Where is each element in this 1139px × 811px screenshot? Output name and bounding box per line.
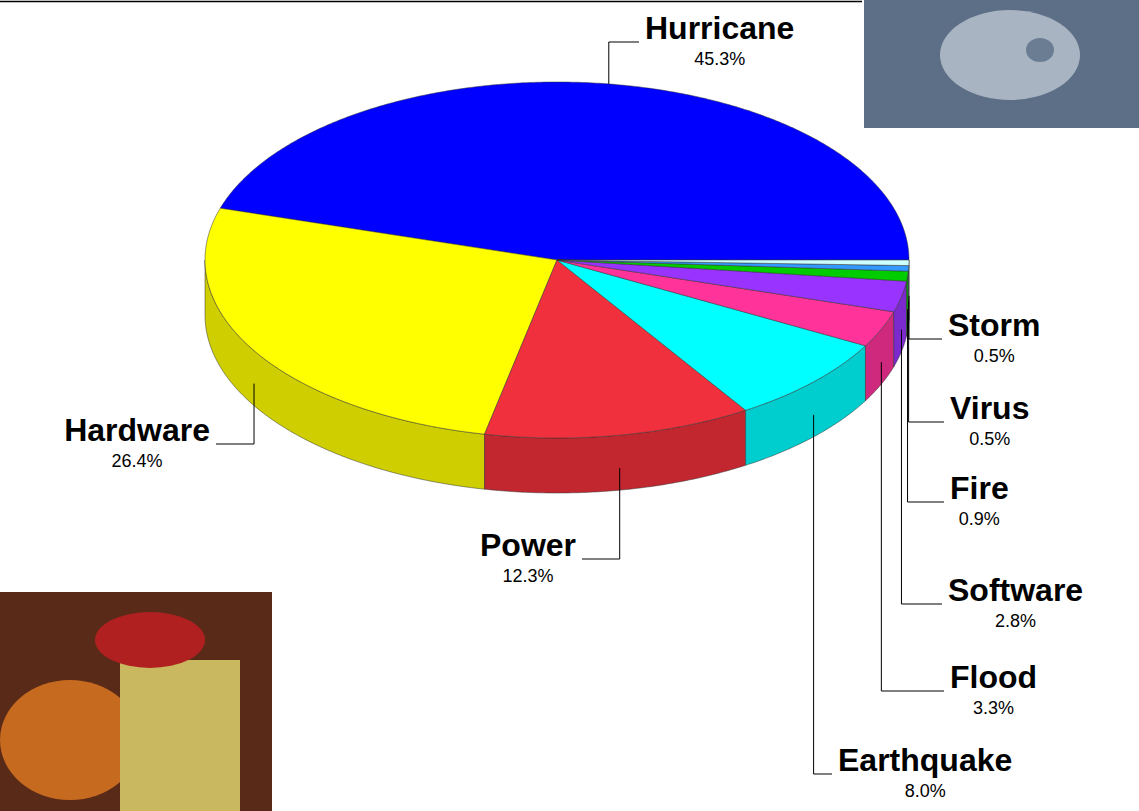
slice-name: Fire	[950, 470, 1009, 506]
leader-line	[881, 362, 944, 691]
slice-name: Hurricane	[645, 10, 794, 46]
slice-name: Software	[948, 572, 1083, 608]
pie-plot	[205, 82, 909, 493]
data-label: 8.0%	[905, 781, 946, 801]
chart-canvas: Hurricane 45.3% Hardware 26.4% Power 12.3% Ear…	[0, 0, 1139, 811]
photo-fire	[0, 680, 140, 800]
data-label: 12.3%	[502, 566, 553, 586]
photo-firefighter	[0, 592, 272, 811]
data-label: 26.4%	[112, 451, 163, 471]
photo-helmet	[95, 612, 205, 668]
slice-name: Hardware	[64, 412, 210, 448]
slice-name: Power	[480, 527, 576, 563]
leader-line	[909, 296, 942, 339]
leader-line	[814, 415, 832, 774]
data-label: 0.5%	[974, 346, 1015, 366]
slice-name: Virus	[950, 390, 1029, 426]
data-label: 45.3%	[694, 49, 745, 69]
photo-eye	[1026, 38, 1054, 62]
data-label: 0.5%	[969, 429, 1010, 449]
data-label: 0.9%	[959, 509, 1000, 529]
data-label: 2.8%	[995, 611, 1036, 631]
leader-line	[908, 309, 944, 502]
photo-background	[864, 0, 1139, 128]
slice	[557, 260, 909, 271]
frame-line	[0, 1, 862, 3]
photo-satellite	[864, 0, 1139, 128]
leader-line	[216, 384, 254, 444]
photo-background	[0, 592, 272, 811]
leader-line	[609, 42, 639, 84]
labels: Hurricane 45.3% Hardware 26.4% Power 12.3% Ear…	[64, 10, 1083, 801]
data-label: 3.3%	[973, 698, 1014, 718]
slice-name: Storm	[948, 307, 1040, 343]
photo-cloud	[940, 10, 1080, 100]
slice	[557, 260, 908, 281]
slice	[557, 260, 909, 266]
slice-name: Flood	[950, 659, 1037, 695]
slice-name: Earthquake	[838, 742, 1012, 778]
leaders	[216, 42, 944, 774]
leader-line	[909, 301, 944, 422]
leader-line	[582, 468, 620, 559]
photo-coat	[120, 660, 240, 811]
